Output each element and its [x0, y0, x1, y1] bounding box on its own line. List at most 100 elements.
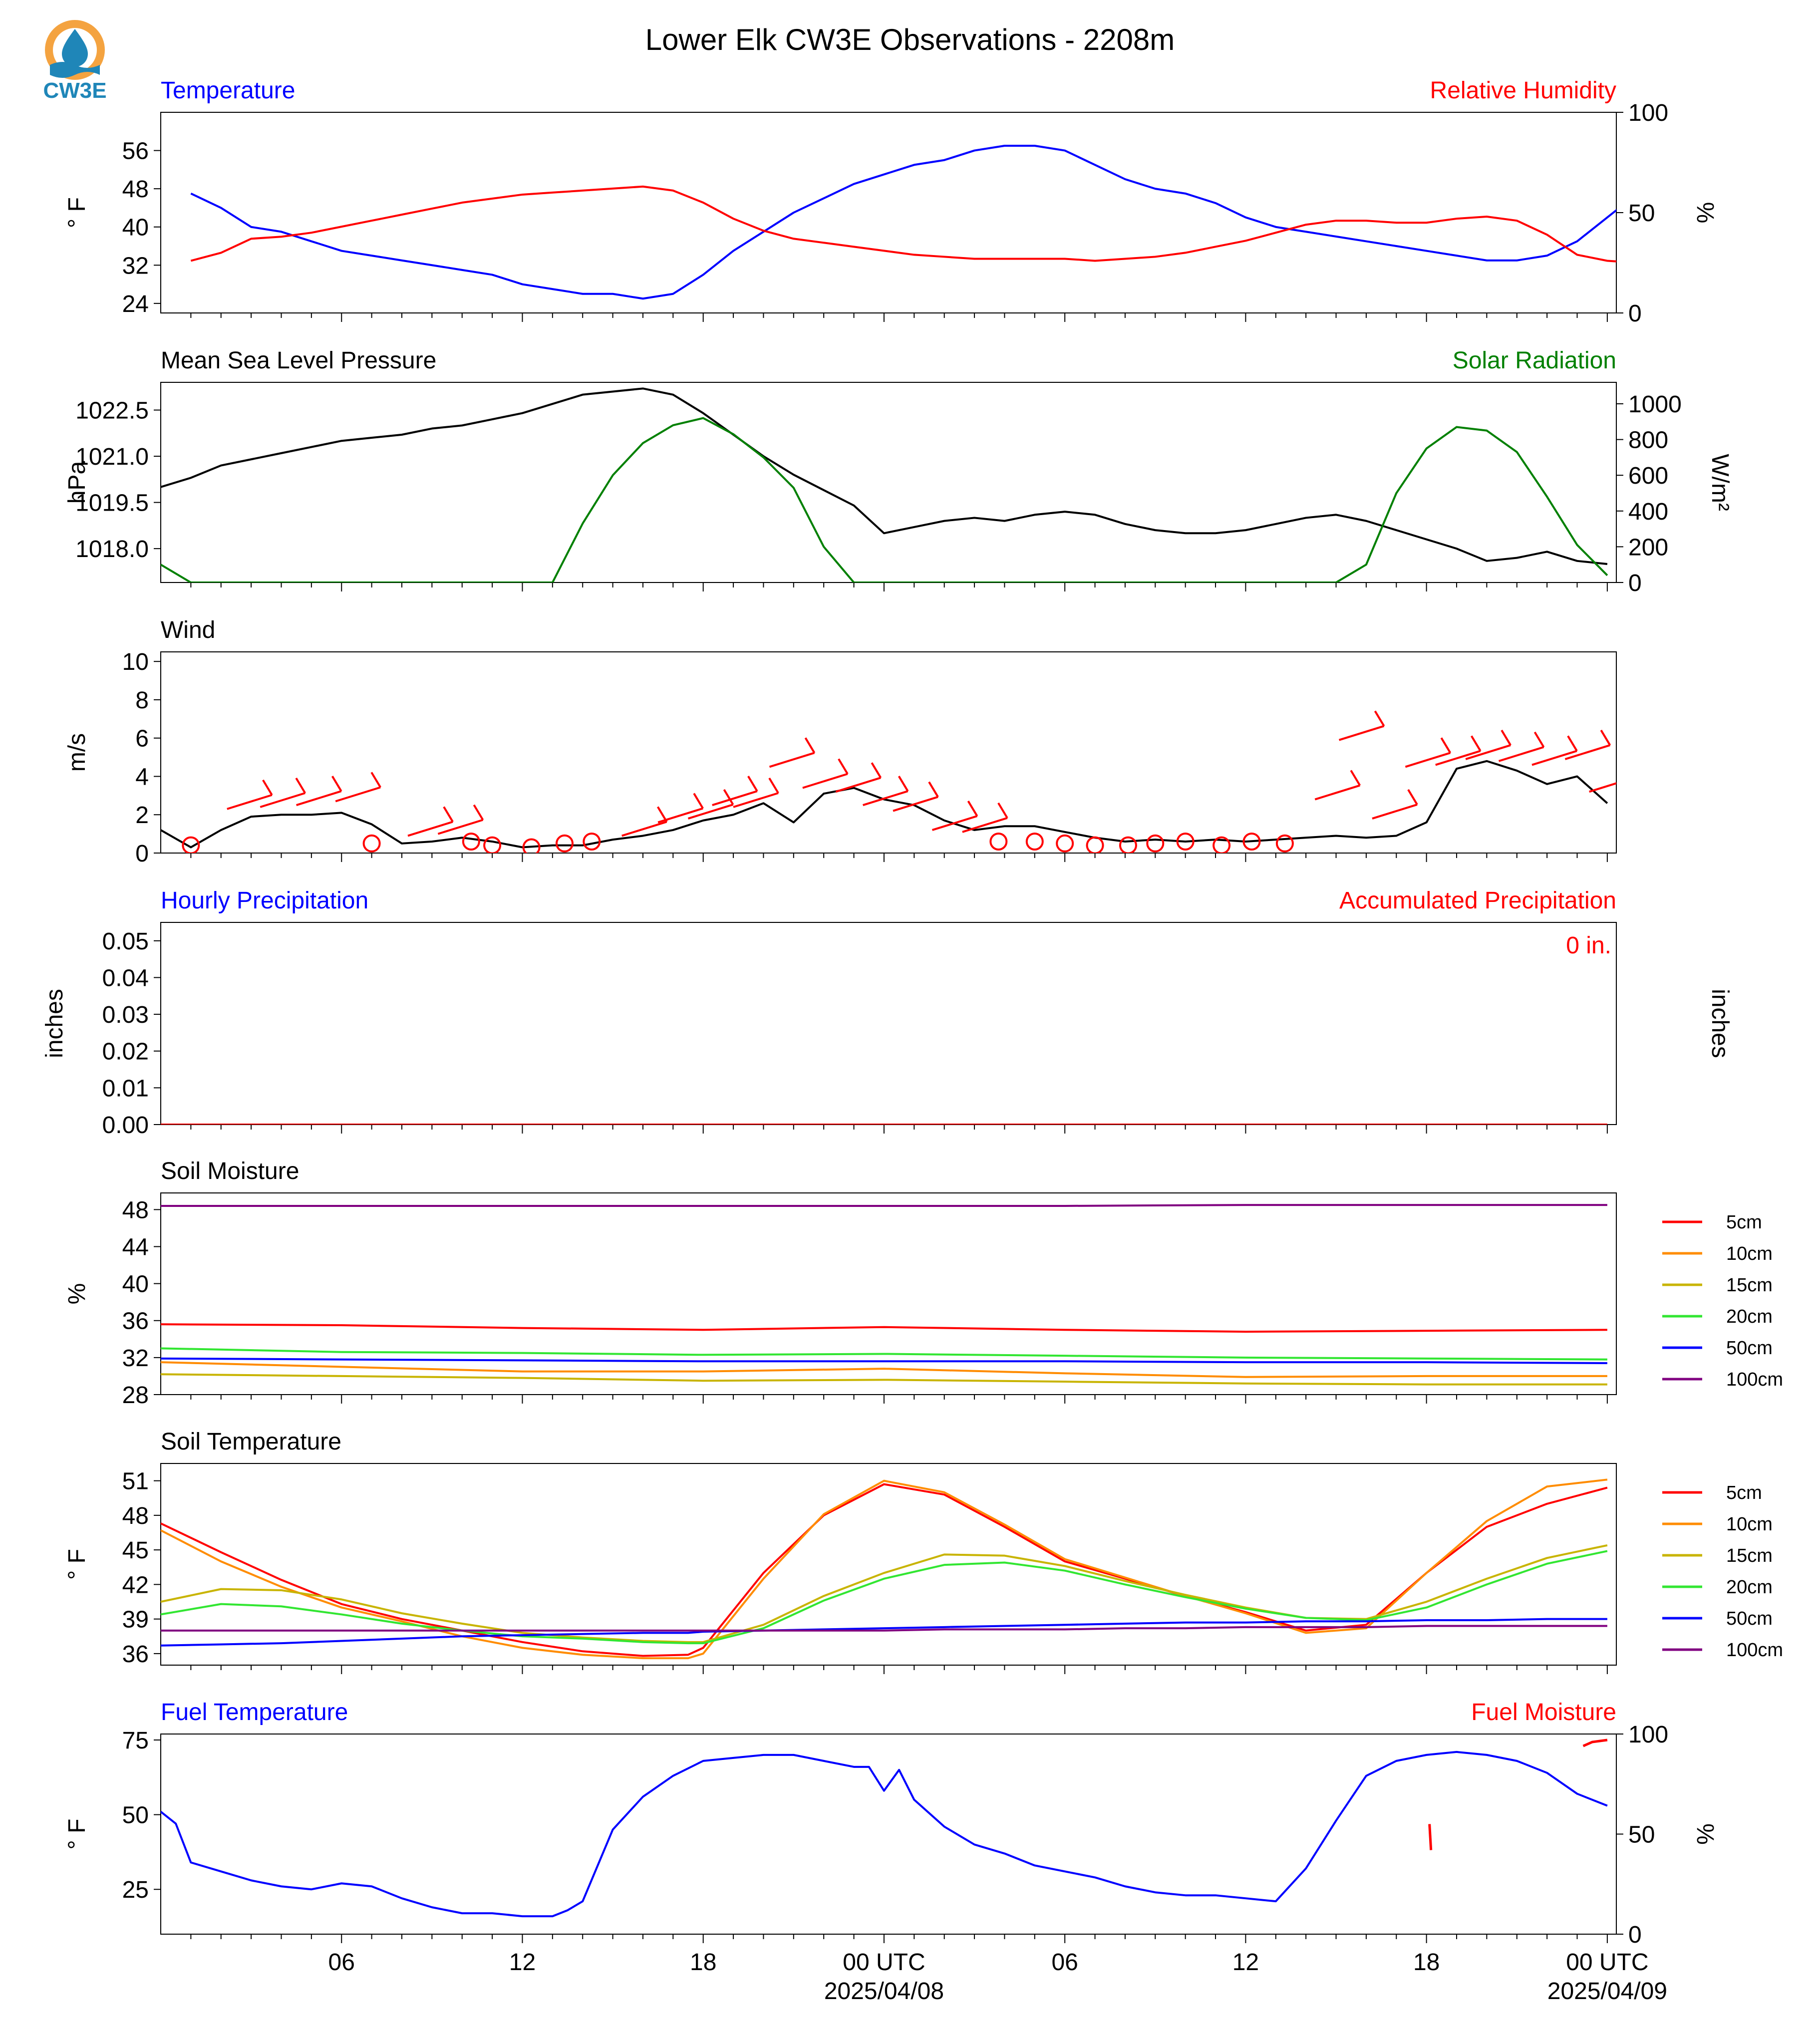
- wind-barb-flag: [1350, 770, 1361, 786]
- series-5cm-line: [161, 1323, 1607, 1333]
- wind-barb-shaft: [687, 804, 734, 820]
- wind-barb-shaft: [712, 790, 758, 806]
- y-axis-label-right: %: [1692, 202, 1718, 224]
- y-tick-label-left: 28: [122, 1382, 149, 1409]
- wind-barb: [1465, 729, 1512, 760]
- wind-barb-calm-marker: [1146, 834, 1165, 853]
- wind-barb-calm-marker: [182, 836, 200, 853]
- wind-barb: [1372, 789, 1418, 820]
- y-tick-label-right: 1000: [1628, 391, 1682, 418]
- panel-title-left: Wind: [161, 617, 215, 643]
- wind-barb-shaft: [260, 792, 305, 808]
- wind-barb: [893, 781, 939, 812]
- y-tick-label-left: 1019.5: [75, 490, 149, 517]
- y-tick-label-right: 50: [1628, 200, 1655, 227]
- wind-barb-flag: [473, 804, 484, 821]
- panel-fuel: Fuel Temperature Fuel Moisture 25 50 75 0 50 10…: [64, 1699, 1718, 1948]
- series-5cm-line: [161, 1483, 1608, 1657]
- y-axis-label-left: ° F: [64, 1819, 90, 1850]
- wind-barb-shaft: [962, 817, 1008, 833]
- y-tick-label-left: 45: [122, 1537, 149, 1564]
- y-tick-label-left: 42: [122, 1572, 149, 1598]
- wind-barb: [657, 793, 704, 824]
- wind-barb-calm-marker: [1176, 832, 1195, 851]
- panels: Temperature Relative Humidity243240485605…: [41, 77, 1783, 2005]
- wind-barb-calm-marker: [362, 834, 381, 853]
- series-group: [161, 710, 1616, 853]
- cw3e-logo: CW3E: [43, 20, 107, 103]
- legend-label: 10cm: [1726, 1243, 1773, 1264]
- wind-barb-flag: [1501, 729, 1512, 746]
- legend-label: 5cm: [1726, 1482, 1762, 1503]
- y-axis-label-left: ° F: [64, 197, 90, 228]
- wind-barb: [1589, 782, 1616, 793]
- wind-barb: [835, 762, 882, 793]
- y-tick-label-left: 2: [135, 802, 149, 829]
- y-tick-label-left: 1021.0: [75, 444, 149, 470]
- wind-barb-calm-marker: [462, 832, 480, 851]
- plot-frame: [160, 1463, 1617, 1666]
- wind-barb-flag: [443, 806, 454, 823]
- wind-barb: [407, 806, 454, 837]
- wind-barb: [1405, 737, 1452, 768]
- series-20cm-line: [161, 1550, 1608, 1645]
- wind-barb-flag: [1533, 731, 1545, 748]
- legend-label: 5cm: [1726, 1212, 1762, 1233]
- series-10cm-line: [161, 1361, 1607, 1378]
- series-100cm-line: [161, 1204, 1607, 1207]
- wind-barb-calm-marker: [1025, 832, 1044, 851]
- y-tick-label-left: 0.05: [102, 928, 149, 955]
- series-fuel-moisture-segment: [1428, 1824, 1433, 1850]
- wind-barb-calm-marker: [522, 838, 541, 853]
- y-tick-label-left: 0.01: [102, 1075, 149, 1102]
- wind-barb: [1338, 710, 1385, 741]
- wind-barb-shaft: [657, 807, 703, 824]
- wind-barb-flag: [295, 777, 306, 794]
- wind-barb-flag: [723, 789, 734, 805]
- y-tick-label-right: 800: [1628, 427, 1668, 454]
- wind-barb-shaft: [335, 786, 381, 803]
- wind-barb-shaft: [621, 821, 667, 837]
- y-tick-label-left: 24: [122, 291, 149, 317]
- panel-title-left: Soil Moisture: [161, 1158, 299, 1184]
- wind-barb: [1435, 735, 1482, 766]
- series-50cm-line: [161, 1618, 1607, 1647]
- logo-wave-icon: [50, 62, 100, 78]
- wind-barb-calm-marker: [1242, 832, 1261, 851]
- y-tick-label-left: 0.03: [102, 1002, 149, 1028]
- plot-frame: [160, 1192, 1617, 1395]
- panel-wind: Wind 0 2 4 6 8 10 m/s: [64, 617, 1617, 867]
- series-group: [161, 1738, 1608, 1918]
- logo-text: CW3E: [43, 78, 106, 103]
- y-tick-label-left: 56: [122, 138, 149, 165]
- legend-label: 10cm: [1726, 1514, 1773, 1535]
- series-group: [161, 1204, 1607, 1386]
- wind-barb-flag: [997, 802, 1008, 819]
- series-group: [161, 1478, 1608, 1660]
- panel-title-left: Mean Sea Level Pressure: [161, 347, 436, 374]
- x-tick-label: 00 UTC: [1566, 1949, 1648, 1976]
- y-tick-label-left: 40: [122, 1271, 149, 1298]
- y-tick-label-left: 36: [122, 1641, 149, 1668]
- x-tick-label: 18: [1413, 1949, 1440, 1976]
- plot-frame: [160, 651, 1617, 854]
- y-tick-label-left: 48: [122, 1503, 149, 1529]
- y-tick-label-right: 100: [1628, 100, 1668, 126]
- y-axis-label-left: inches: [41, 989, 68, 1058]
- wind-barb-shaft: [437, 819, 484, 835]
- series-20cm-line: [161, 1347, 1607, 1361]
- wind-barb-calm-marker: [483, 836, 502, 853]
- wind-barb-shaft: [1338, 725, 1385, 741]
- wind-barb-shaft: [1372, 804, 1418, 820]
- y-tick-label-right: 0: [1628, 300, 1642, 327]
- wind-barb-shaft: [835, 777, 881, 793]
- legend-label: 50cm: [1726, 1338, 1773, 1359]
- y-tick-label-left: 0.04: [102, 965, 149, 991]
- wind-barb: [733, 777, 779, 808]
- wind-barb-flag: [768, 777, 779, 794]
- wind-barb-shaft: [1314, 784, 1360, 801]
- wind-barb: [931, 800, 978, 831]
- y-tick-label-left: 51: [122, 1468, 149, 1495]
- y-tick-label-left: 39: [122, 1607, 149, 1633]
- y-tick-label-left: 0: [135, 841, 149, 867]
